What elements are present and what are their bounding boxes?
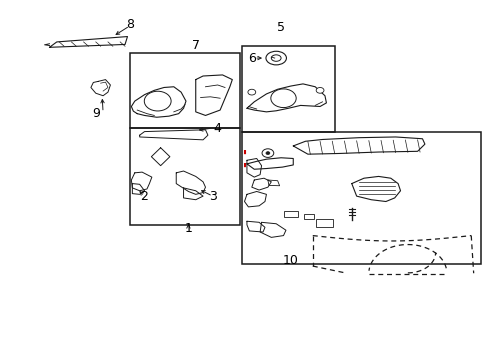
Text: 7: 7 [191,39,199,52]
Polygon shape [260,222,285,237]
Polygon shape [246,158,261,177]
Bar [303,214,314,219]
Bar [130,128,239,225]
Polygon shape [267,180,279,186]
Polygon shape [183,188,203,200]
Text: 4: 4 [213,122,221,135]
Bar [242,45,334,132]
Polygon shape [140,130,207,140]
Circle shape [316,87,324,93]
Text: 5: 5 [277,21,285,34]
Polygon shape [131,172,152,191]
Polygon shape [49,37,127,47]
Polygon shape [251,178,271,190]
Ellipse shape [271,55,281,61]
Bar [283,211,298,217]
Polygon shape [246,84,326,112]
Bar [316,220,333,226]
Polygon shape [293,137,424,154]
Text: 6: 6 [247,51,255,64]
Text: 10: 10 [282,254,298,267]
Text: 2: 2 [141,190,148,203]
Polygon shape [246,221,264,232]
Text: 3: 3 [208,190,216,203]
Circle shape [265,152,269,154]
Polygon shape [244,192,266,207]
Circle shape [247,89,255,95]
Polygon shape [91,80,110,96]
Polygon shape [195,75,232,116]
Text: 9: 9 [92,107,100,120]
Ellipse shape [265,51,286,65]
Text: 1: 1 [184,222,192,235]
Polygon shape [151,148,169,166]
Bar [130,53,239,128]
Polygon shape [351,176,400,202]
Circle shape [262,149,273,157]
Ellipse shape [144,91,171,111]
Polygon shape [131,87,185,117]
Polygon shape [132,184,144,194]
Text: 8: 8 [125,18,134,31]
Polygon shape [246,158,293,169]
Bar [242,132,480,264]
Polygon shape [176,171,205,194]
Ellipse shape [270,89,296,108]
